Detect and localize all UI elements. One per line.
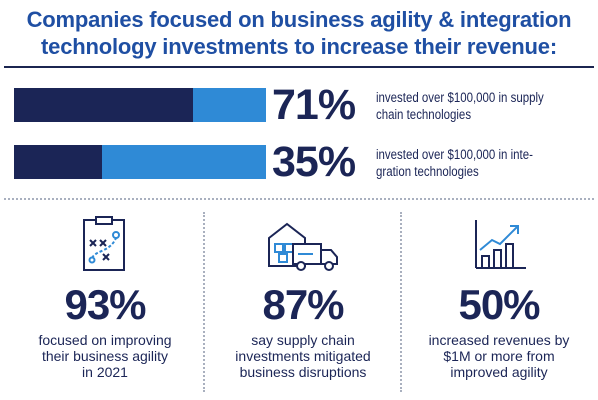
bar-fill — [14, 145, 102, 179]
bar-category-label: invested over $100,000 in supply chain t… — [376, 89, 546, 123]
page-title: Companies focused on business agility & … — [0, 6, 598, 60]
bar-value-label: 71% — [272, 81, 356, 129]
bar-category-line: gration technologies — [376, 164, 479, 179]
stat-description-line: focused on improving — [38, 332, 172, 348]
strategy-clipboard-icon — [83, 216, 125, 271]
title-line-1: Companies focused on business agility & … — [26, 7, 572, 32]
bar-category-line: chain technologies — [376, 107, 472, 122]
stat-description: focused on improving their business agil… — [10, 332, 200, 380]
title-line-2: technology investments to increase their… — [41, 34, 557, 59]
bar-track — [14, 88, 266, 122]
stat-description-line: in 2021 — [82, 364, 128, 380]
stat-description-line: their business agility — [41, 348, 169, 364]
stat-description-line: investments mitigated — [235, 348, 371, 364]
bar-category-line: invested over $100,000 in inte- — [376, 147, 533, 162]
stat-description: increased revenues by $1M or more from i… — [404, 332, 594, 380]
column-divider — [400, 212, 402, 392]
column-divider — [203, 212, 205, 392]
stat-description-line: business disruptions — [239, 364, 367, 380]
stat-column-revenue: 50% increased revenues by $1M or more fr… — [404, 208, 594, 398]
warehouse-truck-icon — [268, 222, 338, 271]
bar-category-label: invested over $100,000 in inte- gration … — [376, 146, 546, 180]
stat-column-supply-chain: 87% say supply chain investments mitigat… — [208, 208, 398, 398]
stat-description-line: $1M or more from — [443, 348, 555, 364]
bar-category-line: invested over $100,000 in supply — [376, 90, 544, 105]
title-divider — [4, 66, 594, 68]
stat-description-line: increased revenues by — [428, 332, 570, 348]
stat-value: 93% — [64, 281, 146, 328]
stat-value: 50% — [458, 281, 540, 328]
growth-chart-icon — [475, 220, 526, 269]
stat-description-line: say supply chain — [251, 332, 355, 348]
stat-column-agility: 93% focused on improving their business … — [10, 208, 200, 398]
bar-track — [14, 145, 266, 179]
stat-value: 87% — [262, 281, 344, 328]
stat-description-line: improved agility — [450, 364, 548, 380]
stat-description: say supply chain investments mitigated b… — [208, 332, 398, 380]
bar-value-label: 35% — [272, 138, 356, 186]
section-divider — [4, 198, 594, 200]
bar-fill — [14, 88, 193, 122]
